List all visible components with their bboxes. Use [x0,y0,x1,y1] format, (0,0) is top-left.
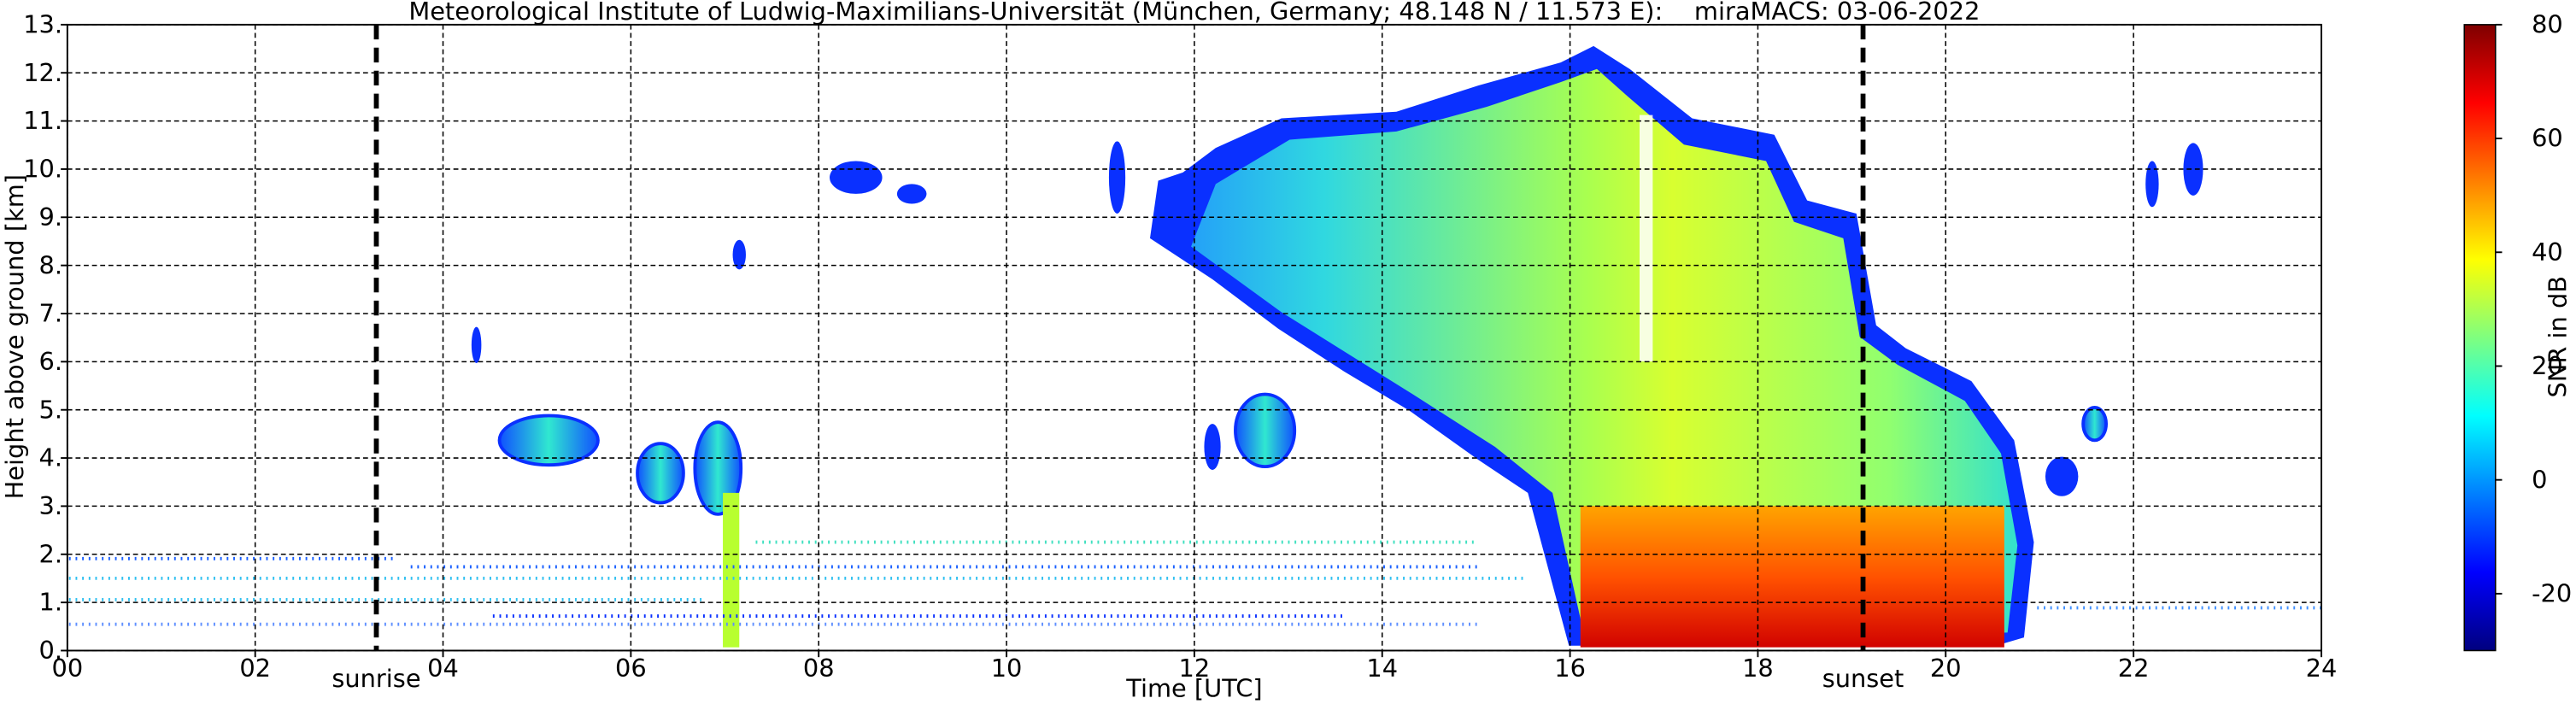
y-tick-label: 8. [39,250,63,279]
cloud-blob [1108,141,1126,214]
colorbar-tick-label: 0 [2532,465,2547,494]
clutter [68,540,2321,626]
x-tick-label: 16 [1554,654,1586,683]
colorbar-tick-label: 40 [2532,238,2563,267]
y-tick-label: 0. [39,636,63,665]
y-tick-label: 12. [23,58,62,87]
y-tick-label: 9. [39,202,63,232]
cloud-blob [693,420,743,516]
y-tick-label: 1. [39,588,63,617]
cloud-blob [1234,392,1297,469]
colorbar-tick-label: 60 [2532,124,2563,153]
cloud-blob [636,442,685,505]
x-tick-label: 02 [239,654,271,683]
y-tick-label: 2. [39,539,63,568]
x-tick-label: 00 [51,654,83,683]
y-tick-label: 13. [23,9,62,38]
y-tick-label: 5. [39,395,63,424]
y-tick-label: 11. [23,106,62,135]
colorbar-label: SNR in dB [2543,276,2572,398]
colorbar [2463,24,2497,652]
y-tick-label: 10. [23,155,62,184]
cloud-core [1191,68,2018,641]
cloud-blob [732,239,746,270]
x-tick-label: 20 [1930,654,1962,683]
x-tick-label: 12 [1179,654,1211,683]
cloud-blob [896,184,927,204]
cloud-blob [2145,161,2159,208]
x-tick-label: 24 [2306,654,2338,683]
cloud-base [1580,506,2004,648]
cloud-blob [2183,143,2203,196]
annotation-label: sunset [1822,664,1904,693]
colorbar-tick-label: -20 [2532,578,2572,607]
chart-title: Meteorological Institute of Ludwig-Maxim… [408,0,1980,26]
x-tick-label: 10 [991,654,1023,683]
cloud-blob [2081,405,2108,443]
rain-streak [1639,114,1653,362]
y-axis-label: Height above ground [km] [0,174,29,499]
x-tick-label: 04 [427,654,459,683]
cloud-blob [2045,456,2079,496]
cloud-blob [497,414,600,467]
x-tick-label: 22 [2118,654,2150,683]
cloud-blob [723,492,740,648]
y-tick-label: 7. [39,299,63,328]
y-tick-label: 4. [39,443,63,472]
x-tick-label: 08 [803,654,835,683]
y-tick-label: 6. [39,347,63,376]
cloud-blob [471,326,482,363]
x-axis-label: Time [UTC] [1125,673,1262,702]
x-tick-label: 18 [1742,654,1774,683]
colorbar-tick-label: 80 [2532,9,2563,38]
cloud-blob [1204,424,1221,470]
colorbar-tick-label: 20 [2532,351,2563,380]
cloud-blob [830,161,883,194]
x-tick-label: 06 [615,654,647,683]
y-tick-label: 3. [39,491,63,520]
radar-field [68,45,2321,648]
annotation-label: sunrise [332,664,420,693]
x-tick-label: 14 [1366,654,1398,683]
